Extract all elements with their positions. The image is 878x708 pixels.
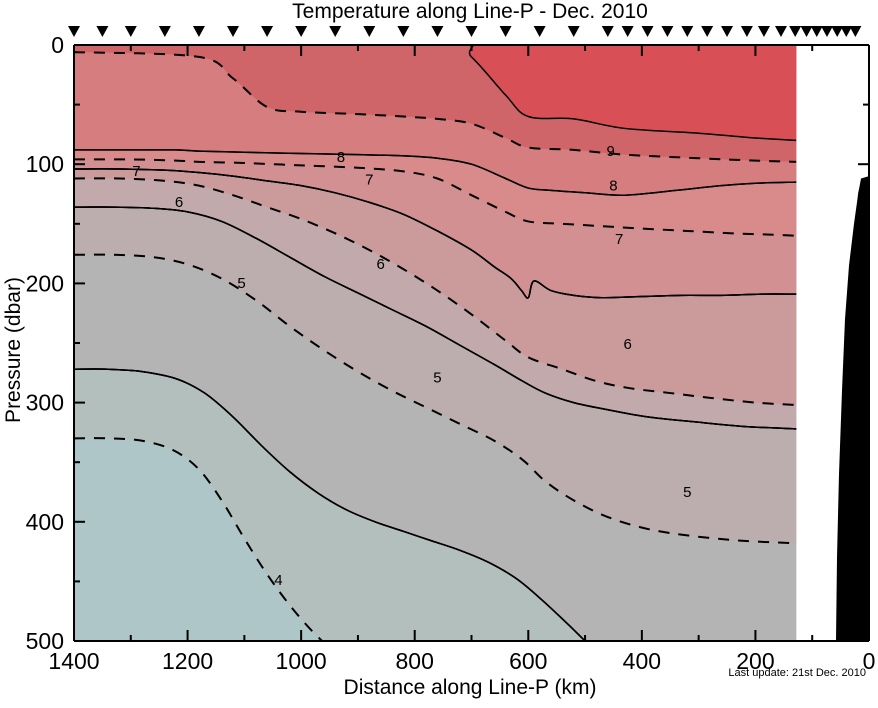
y-tick-label: 100: [26, 151, 64, 177]
station-marker: [800, 26, 813, 37]
contour-line-4.5: [74, 437, 324, 641]
y-tick-label: 500: [26, 628, 64, 654]
x-tick-label: 1000: [276, 648, 327, 674]
station-marker: [465, 26, 478, 37]
station-marker: [661, 26, 674, 37]
x-tick-label: 800: [396, 648, 434, 674]
station-marker: [601, 26, 614, 37]
contour-fill-layer: [74, 45, 797, 641]
contour-line-9: [468, 45, 797, 142]
contour-line-7.5: [74, 158, 797, 237]
station-marker: [431, 26, 444, 37]
contour-label-7: 7: [365, 172, 373, 189]
contour-label-6: 6: [175, 194, 183, 211]
station-marker: [158, 26, 171, 37]
contour-label-8: 8: [337, 149, 345, 166]
station-marker: [96, 26, 109, 37]
fill-band: [557, 45, 797, 74]
station-marker: [849, 26, 862, 37]
y-tick-label: 300: [26, 390, 64, 416]
station-marker: [227, 26, 239, 37]
station-marker: [820, 26, 833, 37]
station-marker: [621, 26, 634, 37]
x-tick-label: 200: [736, 648, 774, 674]
y-tick-label: 400: [26, 509, 64, 535]
contour-label-5: 5: [433, 369, 441, 386]
bathymetry-landmass: [836, 176, 869, 641]
x-tick-label: 400: [623, 648, 661, 674]
contour-line-5.5: [74, 253, 797, 545]
station-marker: [397, 26, 410, 37]
x-tick-label: 1200: [162, 648, 213, 674]
station-marker: [831, 26, 844, 37]
station-marker: [363, 26, 376, 37]
contour-line-8.5: [74, 51, 797, 163]
station-marker: [329, 26, 342, 37]
contour-label-5: 5: [237, 275, 245, 292]
y-tick-label: 0: [51, 32, 64, 58]
contour-label-7: 7: [132, 163, 140, 180]
station-marker: [261, 26, 274, 37]
x-tick-label: 1400: [48, 648, 99, 674]
contour-label-7: 7: [615, 231, 623, 248]
contour-line-8: [74, 149, 797, 196]
station-marker: [681, 26, 694, 37]
page-title: Temperature along Line-P - Dec. 2010: [292, 0, 648, 23]
contour-label-9: 9: [606, 143, 614, 160]
station-marker: [567, 26, 580, 37]
x-tick-label: 600: [509, 648, 547, 674]
station-marker: [757, 26, 770, 37]
station-marker: [68, 26, 80, 37]
station-marker: [641, 26, 654, 37]
contour-line-layer: 9 8 8 7 7 7 6 6 6 5 5 5 4: [74, 45, 797, 641]
station-marker: [789, 26, 802, 37]
contour-label-5: 5: [683, 484, 691, 501]
station-marker: [499, 26, 512, 37]
contour-label-4: 4: [274, 572, 282, 589]
contour-line-6: [74, 206, 797, 430]
x-tick-label: 0: [863, 648, 876, 674]
contour-label-6: 6: [376, 256, 384, 273]
station-marker: [721, 26, 734, 37]
contour-label-6: 6: [623, 336, 631, 353]
x-axis-label: Distance along Line-P (km): [344, 676, 597, 699]
fill-band: [469, 45, 797, 141]
station-marker: [295, 26, 308, 37]
station-marker: [192, 26, 205, 37]
contour-line-5: [74, 368, 587, 641]
station-marker: [701, 26, 714, 37]
y-tick-label: 200: [26, 270, 64, 296]
station-marker: [740, 26, 753, 37]
station-marker: [840, 26, 853, 37]
station-marker: [774, 26, 787, 37]
contour-label-8: 8: [609, 177, 617, 194]
station-marker: [810, 26, 823, 37]
contour-line-7: [74, 168, 797, 299]
station-marker: [533, 26, 546, 37]
station-marker: [124, 26, 137, 37]
contour-line-6.5: [74, 177, 797, 406]
y-axis-label: Pressure (dbar): [2, 277, 25, 423]
last-update-note: Last update: 21st Dec. 2010: [728, 667, 866, 679]
